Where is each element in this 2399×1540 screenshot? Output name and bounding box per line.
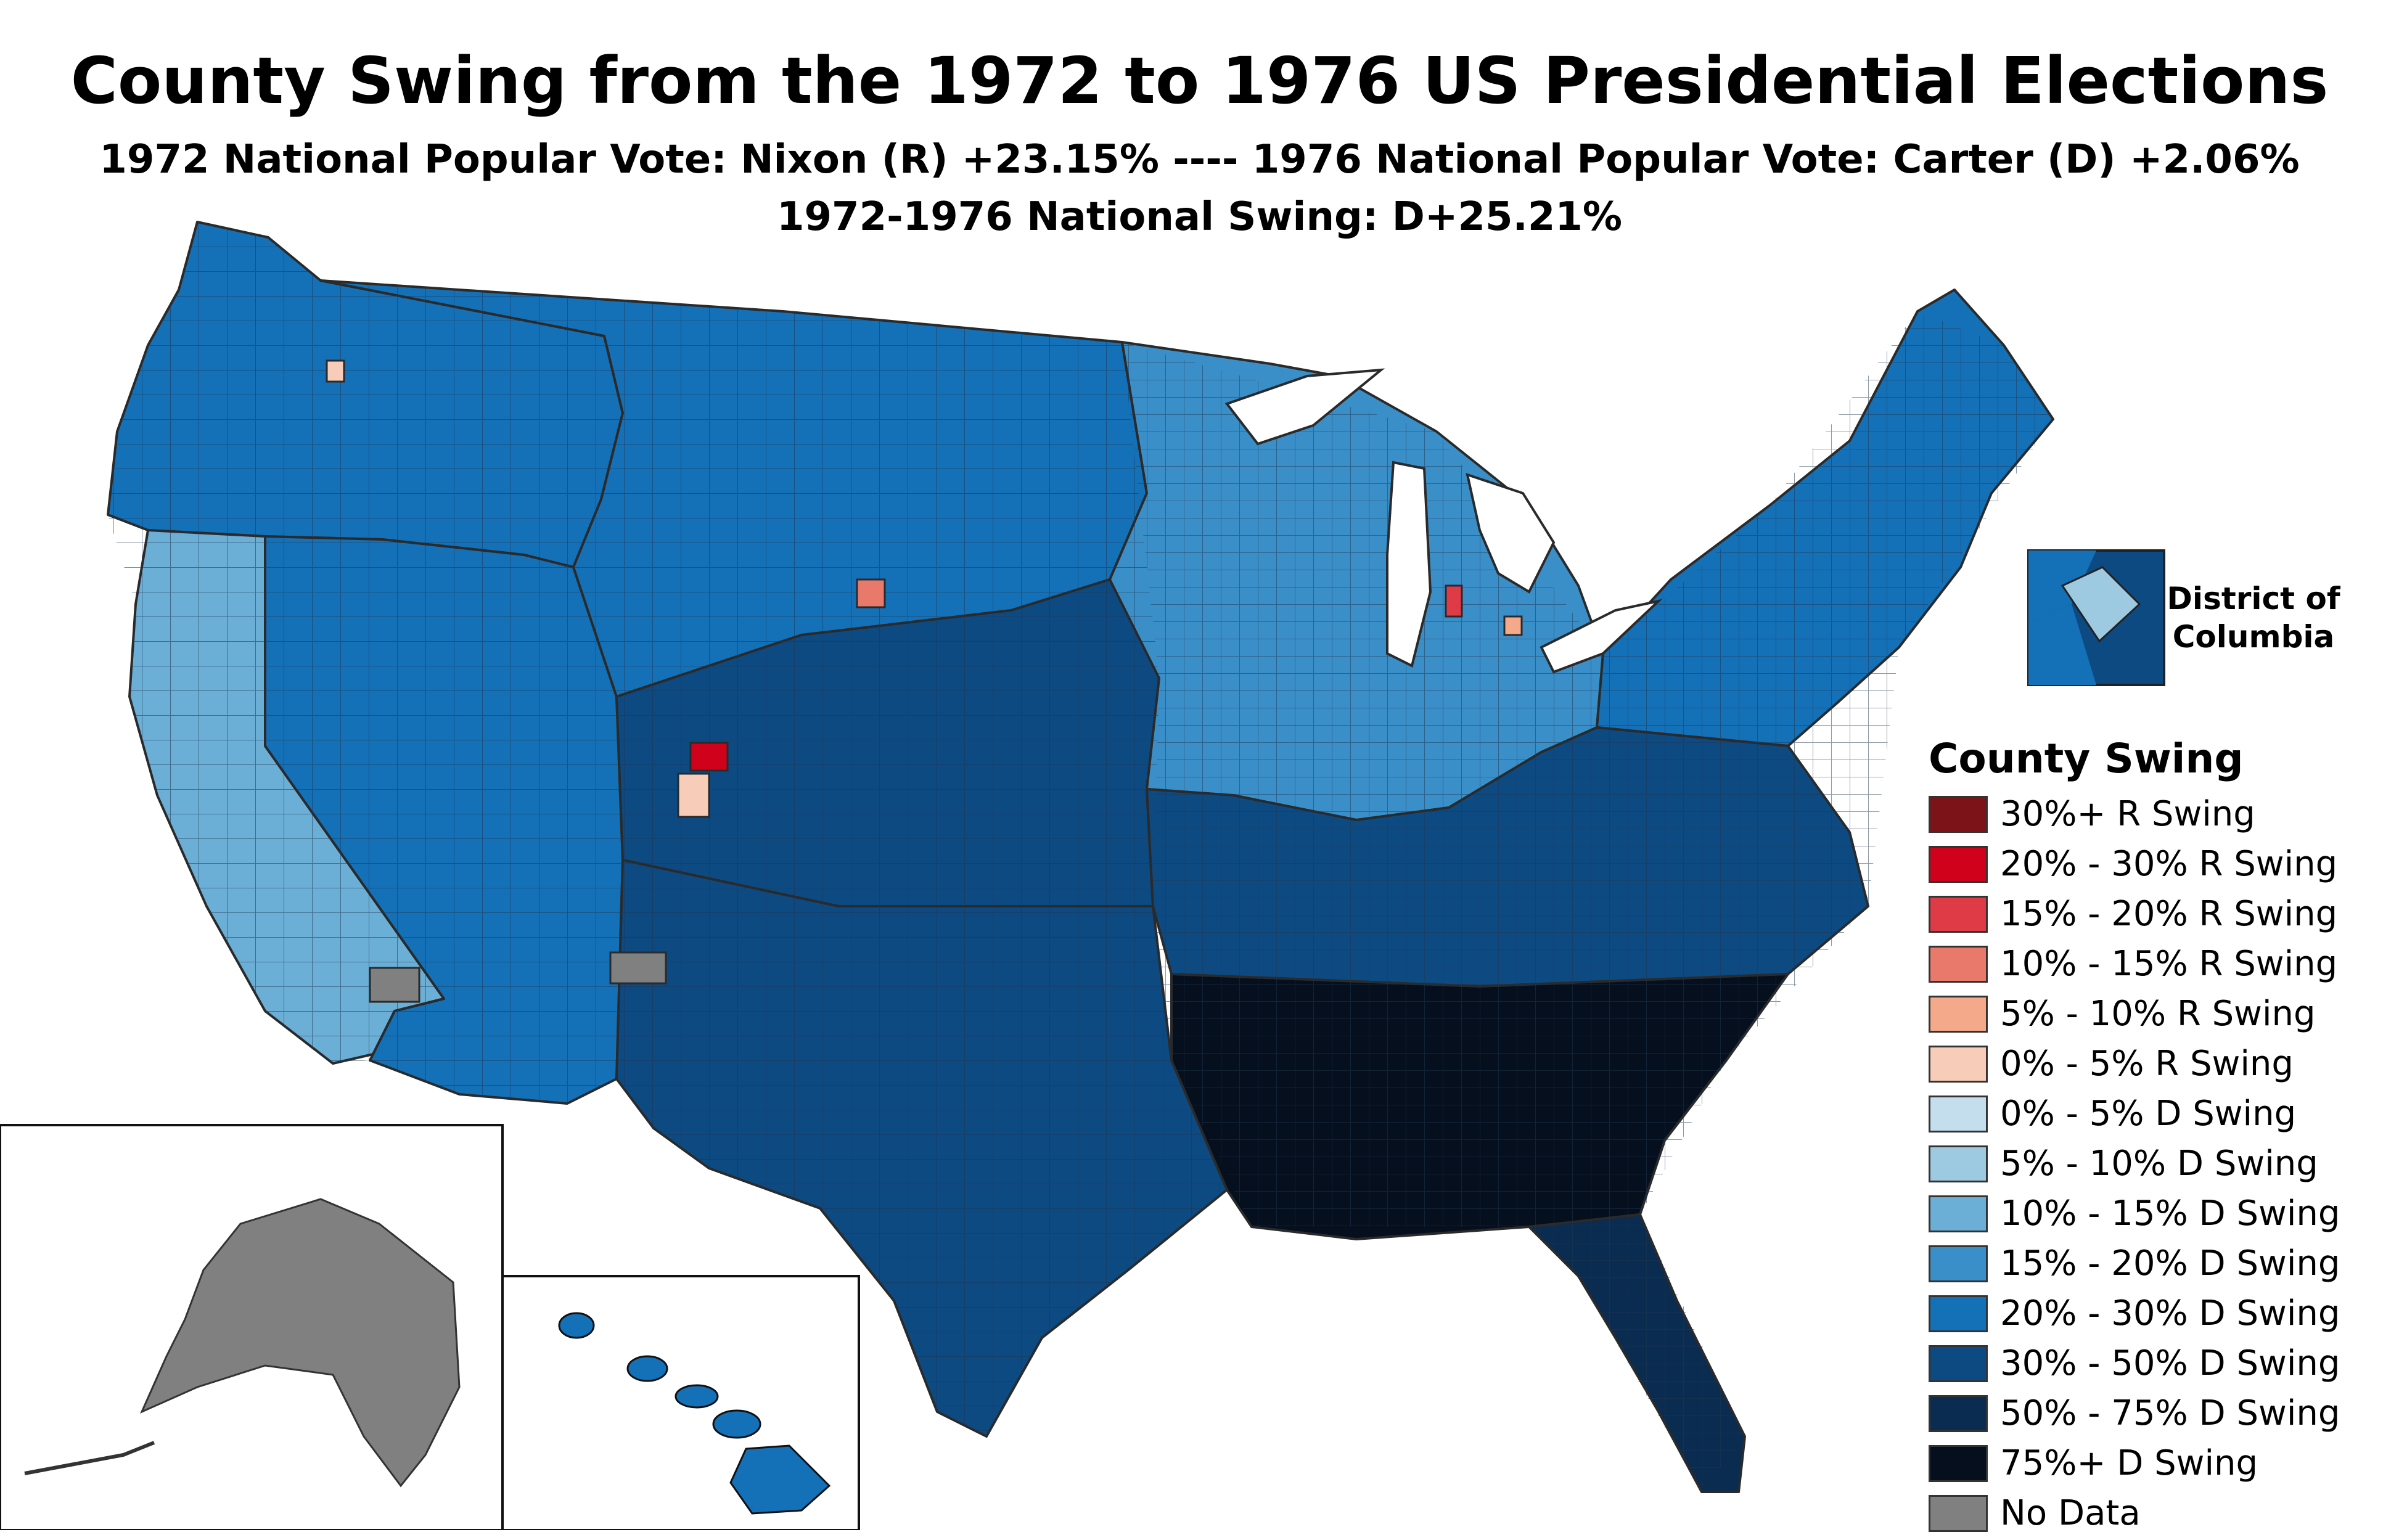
county-highlight-utah-2 xyxy=(677,772,710,818)
lake-erie xyxy=(1540,599,1663,674)
region-deep-south xyxy=(1170,973,1789,1240)
legend-label: No Data xyxy=(2000,1493,2141,1533)
legend-swatch xyxy=(1929,1495,1988,1532)
legend-label: 5% - 10% D Swing xyxy=(2000,1144,2318,1184)
legend-label: 15% - 20% D Swing xyxy=(2000,1243,2340,1284)
legend-swatch xyxy=(1929,1195,1988,1232)
map-subtitle-popular-vote: 1972 National Popular Vote: Nixon (R) +2… xyxy=(99,137,2300,182)
lake-huron xyxy=(1466,472,1556,594)
county-highlight-michigan xyxy=(1445,584,1463,618)
legend-swatch xyxy=(1929,946,1988,983)
county-highlight-utah xyxy=(689,742,729,772)
county-highlight-michigan-2 xyxy=(1503,615,1523,636)
legend-swatch xyxy=(1929,1046,1988,1083)
legend-label: 30%+ R Swing xyxy=(2000,794,2255,834)
legend-label: 20% - 30% R Swing xyxy=(2000,844,2338,884)
legend-label: 0% - 5% D Swing xyxy=(2000,1094,2297,1134)
alaska-inset xyxy=(0,1124,504,1530)
dc-inset-label: District of Columbia xyxy=(2167,581,2340,655)
region-alaska xyxy=(140,1198,461,1488)
region-florida xyxy=(1528,1213,1746,1493)
legend-swatch xyxy=(1929,796,1988,833)
legend-title: County Swing xyxy=(1929,735,2244,782)
county-highlight-dakota xyxy=(856,578,886,608)
region-northeast xyxy=(1596,289,2054,747)
dc-inset xyxy=(2027,549,2165,686)
legend-swatch xyxy=(1929,1445,1988,1482)
legend-label: 30% - 50% D Swing xyxy=(2000,1343,2340,1383)
legend-swatch xyxy=(1929,1096,1988,1132)
legend-label: 15% - 20% R Swing xyxy=(2000,894,2338,934)
legend-label: 50% - 75% D Swing xyxy=(2000,1393,2340,1433)
legend-swatch xyxy=(1929,996,1988,1033)
legend-swatch xyxy=(1929,846,1988,883)
county-highlight-idaho xyxy=(326,359,345,383)
legend-swatch xyxy=(1929,896,1988,933)
hawaii-inset xyxy=(501,1275,860,1530)
legend-label: 5% - 10% R Swing xyxy=(2000,994,2316,1034)
lake-michigan xyxy=(1386,461,1432,668)
legend-label: 10% - 15% R Swing xyxy=(2000,944,2338,984)
region-pacific-northwest xyxy=(107,221,624,568)
legend-swatch xyxy=(1929,1145,1988,1182)
legend-swatch xyxy=(1929,1345,1988,1382)
legend-swatch xyxy=(1929,1395,1988,1432)
county-highlight-new-mexico xyxy=(609,951,667,985)
legend-label: 75%+ D Swing xyxy=(2000,1443,2258,1483)
county-highlight-arizona xyxy=(369,967,420,1003)
legend-label: 0% - 5% R Swing xyxy=(2000,1044,2294,1084)
legend-swatch xyxy=(1929,1245,1988,1282)
region-hawaii xyxy=(558,1312,831,1515)
legend-swatch xyxy=(1929,1295,1988,1332)
map-title: County Swing from the 1972 to 1976 US Pr… xyxy=(70,43,2329,118)
legend-label: 10% - 15% D Swing xyxy=(2000,1194,2340,1234)
legend-label: 20% - 30% D Swing xyxy=(2000,1293,2340,1333)
lake-superior xyxy=(1224,368,1385,446)
